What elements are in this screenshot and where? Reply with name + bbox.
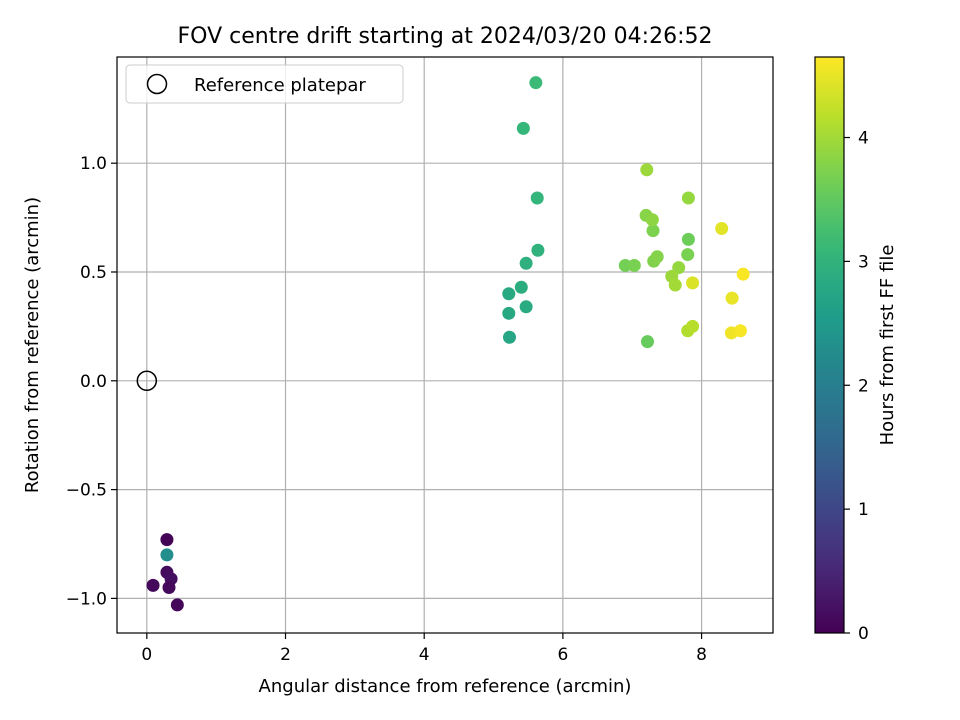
- data-point: [519, 300, 533, 314]
- chart-title: FOV centre drift starting at 2024/03/20 …: [178, 24, 713, 49]
- x-tick-label: 2: [280, 645, 291, 665]
- data-point: [531, 243, 545, 257]
- y-tick-label: −1.0: [66, 589, 107, 609]
- colorbar-gradient: [814, 56, 845, 634]
- colorbar-tick-label: 2: [858, 376, 869, 396]
- data-point: [516, 121, 530, 135]
- data-point: [502, 330, 516, 344]
- x-tick-label: 8: [696, 645, 707, 665]
- legend-label-reference-platepar: Reference platepar: [194, 75, 366, 96]
- data-point: [160, 533, 174, 547]
- data-point: [514, 280, 528, 294]
- y-tick-label: 0.0: [80, 372, 107, 392]
- x-tick-label: 4: [419, 645, 430, 665]
- colorbar-tick-label: 3: [858, 252, 869, 272]
- data-point: [519, 256, 533, 270]
- data-point: [686, 276, 700, 290]
- legend-open-circle-marker: [146, 73, 168, 95]
- data-point: [627, 258, 641, 272]
- data-point: [646, 224, 660, 238]
- data-point: [146, 578, 160, 592]
- data-point: [736, 267, 750, 281]
- colorbar-tick-label: 4: [858, 129, 869, 149]
- data-point: [668, 278, 682, 292]
- data-point: [529, 76, 543, 90]
- data-point: [733, 324, 747, 338]
- colorbar-tick-label: 0: [858, 624, 869, 644]
- data-point: [640, 335, 654, 349]
- y-axis-label: Rotation from reference (arcmin): [22, 197, 43, 493]
- colorbar: 0 1 2 3 4 Hours from first FF file: [814, 56, 898, 644]
- data-point: [502, 306, 516, 320]
- data-point: [640, 163, 654, 177]
- y-tick-label: −0.5: [66, 481, 107, 501]
- data-point: [686, 319, 700, 333]
- data-point: [672, 261, 686, 275]
- data-point: [681, 248, 695, 262]
- data-point: [618, 258, 632, 272]
- data-point: [715, 221, 729, 235]
- grid-lines: [117, 57, 773, 633]
- data-point: [502, 287, 516, 301]
- y-axis-ticks: −1.0 −0.5 0.0 0.5 1.0: [66, 154, 117, 609]
- data-point: [645, 213, 659, 227]
- x-tick-label: 6: [557, 645, 568, 665]
- data-point: [650, 250, 664, 264]
- colorbar-ticks: 0 1 2 3 4: [844, 129, 869, 644]
- x-tick-label: 0: [141, 645, 152, 665]
- colorbar-label: Hours from first FF file: [877, 245, 898, 446]
- data-point: [170, 598, 184, 612]
- legend-box: [125, 64, 404, 104]
- data-point: [681, 191, 695, 205]
- data-point: [681, 232, 695, 246]
- x-axis-ticks: 0 2 4 6 8: [141, 633, 707, 665]
- reference-platepar-marker: [136, 370, 158, 392]
- legend: Reference platepar: [125, 64, 404, 104]
- y-tick-label: 1.0: [80, 154, 107, 174]
- y-tick-label: 0.5: [80, 263, 107, 283]
- data-point: [160, 548, 174, 562]
- data-point: [530, 191, 544, 205]
- data-point: [162, 581, 176, 595]
- plot-area-frame: [116, 56, 774, 634]
- x-axis-label: Angular distance from reference (arcmin): [259, 676, 632, 697]
- scatter-points: [136, 76, 750, 612]
- colorbar-tick-label: 1: [858, 500, 869, 520]
- data-point: [725, 291, 739, 305]
